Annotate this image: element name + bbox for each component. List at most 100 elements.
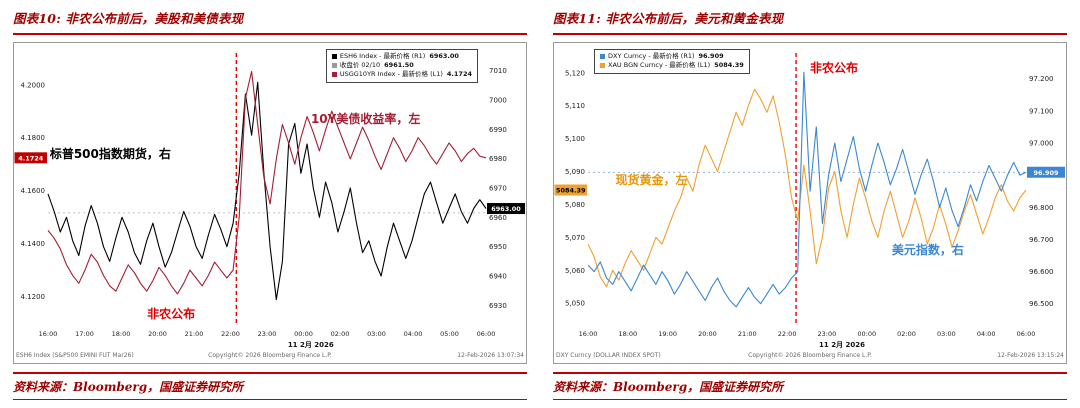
legend-label: ESH6 Index - 最新价格 (R1) xyxy=(339,52,426,60)
axis-value-box xyxy=(1027,166,1065,178)
legend-item: USGG10YR Index - 最新价格 (L1) 4.1724 xyxy=(331,70,472,79)
x-axis-tick: 22:00 xyxy=(221,330,240,338)
legend-swatch xyxy=(600,62,605,68)
legend-value: 6963.00 xyxy=(429,52,459,60)
x-axis-tick: 02:00 xyxy=(897,330,916,338)
divider-top xyxy=(13,33,527,35)
source-line: 资料来源：Bloomberg，国盛证券研究所 xyxy=(13,380,244,394)
left-axis-tick: 4.1600 xyxy=(21,187,46,195)
x-axis-tick: 20:00 xyxy=(698,330,717,338)
bloomberg-chart-dollar-gold: 5,120 5,110 5,100 5,090 5,080 5,070 5,060 5,050… xyxy=(553,42,1067,364)
legend-value: 4.1724 xyxy=(446,70,472,78)
annotation-10y-yield: 10Y美债收益率，左 xyxy=(310,112,421,127)
left-axis-tick: 4.2000 xyxy=(21,81,46,89)
left-axis-tick: 5,100 xyxy=(565,135,585,143)
bloomberg-chart-stocks-bonds: 4.2000 4.1800 4.1600 4.1400 4.1200 7010 7000 69… xyxy=(13,42,527,364)
series-line xyxy=(587,88,1027,288)
legend-swatch xyxy=(331,71,337,77)
x-axis-tick: 21:00 xyxy=(185,330,204,338)
x-axis-tick: 20:00 xyxy=(148,330,167,338)
footer-left: ESH6 Index (S&P500 EMINI FUT Mar26) xyxy=(16,352,134,359)
left-axis-tick: 5,110 xyxy=(565,102,585,110)
right-axis-tick: 6930 xyxy=(489,302,507,310)
x-axis-tick: 22:00 xyxy=(778,330,797,338)
legend-label: USGG10YR Index - 最新价格 (L1) xyxy=(339,70,443,78)
x-axis-tick: 19:00 xyxy=(658,330,677,338)
axis-value-box xyxy=(554,184,587,196)
x-axis-tick: 00:00 xyxy=(857,330,876,338)
axis-value-label: 6963.00 xyxy=(491,205,521,213)
legend-label: XAU BGN Curncy - 最新价格 (L1) xyxy=(608,61,711,69)
series-line xyxy=(587,71,1027,308)
left-axis-tick: 4.1800 xyxy=(21,134,46,142)
legend-swatch xyxy=(331,53,337,59)
copyright: Copyright© 2026 Bloomberg Finance L.P. xyxy=(748,352,872,359)
footer-right: 12-Feb-2026 13:15:24 xyxy=(997,352,1064,359)
axis-value-box xyxy=(487,203,525,215)
legend-value: 6961.50 xyxy=(384,61,414,69)
right-axis-tick: 97.100 xyxy=(1029,107,1054,115)
footer-right: 12-Feb-2026 13:07:34 xyxy=(457,352,524,359)
right-axis-tick: 7000 xyxy=(489,96,507,104)
legend-item: DXY Curncy - 最新价格 (R1) 96.909 xyxy=(600,52,744,61)
figure-title: 图表11: 非农公布前后，美元和黄金表现 xyxy=(553,11,784,26)
annotation-nfp-release: 非农公布 xyxy=(810,61,859,75)
right-axis-tick: 97.000 xyxy=(1029,140,1054,148)
left-axis-tick: 5,060 xyxy=(565,267,585,275)
x-axis-tick: 21:00 xyxy=(738,330,757,338)
right-axis-tick: 97.200 xyxy=(1029,75,1054,83)
right-axis-tick: 96.800 xyxy=(1029,204,1054,212)
date-label: 11 2月 2026 xyxy=(819,341,865,349)
divider-footer xyxy=(13,399,527,400)
x-axis-tick: 04:00 xyxy=(404,330,423,338)
divider-footer xyxy=(553,399,1067,400)
x-axis-tick: 18:00 xyxy=(618,330,637,338)
copyright: Copyright© 2026 Bloomberg Finance L.P. xyxy=(208,352,332,359)
x-axis-tick: 03:00 xyxy=(367,330,386,338)
left-axis-tick: 4.1200 xyxy=(21,293,46,301)
x-axis-tick: 18:00 xyxy=(112,330,131,338)
x-axis-tick: 23:00 xyxy=(818,330,837,338)
chart-panel-right: 图表11: 非农公布前后，美元和黄金表现 5,120 5,110 5,100 5,09… xyxy=(540,0,1080,408)
right-axis-tick: 7010 xyxy=(489,67,507,75)
chart-canvas: 4.2000 4.1800 4.1600 4.1400 4.1200 7010 7000 69… xyxy=(14,53,525,359)
x-axis-tick: 17:00 xyxy=(75,330,94,338)
legend-item: ESH6 Index - 最新价格 (R1) 6963.00 xyxy=(331,52,472,61)
series-line xyxy=(47,70,487,295)
legend-value: 96.909 xyxy=(698,52,724,60)
right-axis-tick: 96.700 xyxy=(1029,236,1054,244)
chart-canvas: 5,120 5,110 5,100 5,090 5,080 5,070 5,060 5,050… xyxy=(554,53,1065,359)
right-axis-tick: 6990 xyxy=(489,126,507,134)
x-axis-tick: 06:00 xyxy=(477,330,496,338)
legend-item: XAU BGN Curncy - 最新价格 (L1) 5084.39 xyxy=(600,61,744,70)
source-line: 资料来源：Bloomberg，国盛证券研究所 xyxy=(553,380,784,394)
footer-left: DXY Curncy (DOLLAR INDEX SPOT) xyxy=(556,352,661,359)
x-axis-tick: 06:00 xyxy=(1017,330,1036,338)
axis-value-label: 4.1724 xyxy=(18,154,44,162)
right-axis-tick: 6950 xyxy=(489,243,507,251)
divider-bottom xyxy=(13,372,527,374)
right-axis-tick: 6980 xyxy=(489,155,507,163)
right-axis-tick: 6940 xyxy=(489,273,507,281)
annotation-nfp-release: 非农公布 xyxy=(147,307,196,322)
left-axis-tick: 5,120 xyxy=(565,69,585,77)
legend-label: 收盘价 02/10 xyxy=(339,61,381,69)
axis-value-label: 5084.39 xyxy=(556,187,586,195)
annotation-spot-gold: 现货黄金，左 xyxy=(615,173,688,187)
x-axis-tick: 03:00 xyxy=(937,330,956,338)
x-axis-tick: 02:00 xyxy=(331,330,350,338)
left-axis-tick: 5,090 xyxy=(565,168,585,176)
divider-top xyxy=(553,33,1067,35)
chart-panel-left: 图表10: 非农公布前后，美股和美债表现 4.2000 4.1800 4.1600 4… xyxy=(13,11,527,400)
axis-value-label: 96.909 xyxy=(1033,169,1059,177)
legend-item: 收盘价 02/10 6961.50 xyxy=(331,61,472,70)
figure-title: 图表10: 非农公布前后，美股和美债表现 xyxy=(13,11,244,26)
divider-bottom xyxy=(553,372,1067,374)
right-axis-tick: 96.600 xyxy=(1029,268,1054,276)
legend-swatch xyxy=(600,53,605,59)
x-axis-tick: 00:00 xyxy=(294,330,313,338)
legend-value: 5084.39 xyxy=(714,61,744,69)
legend-label: DXY Curncy - 最新价格 (R1) xyxy=(608,52,695,60)
x-axis-tick: 16:00 xyxy=(579,330,598,338)
annotation-sp500-futures: 标普500指数期货，右 xyxy=(49,147,171,162)
